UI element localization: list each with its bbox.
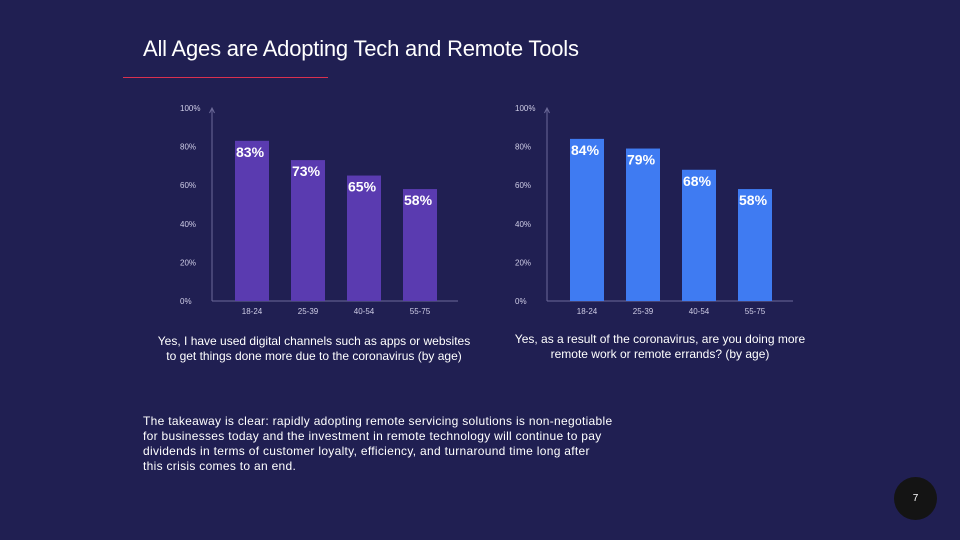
chart-digital-channels-data-label-55-75: 58% [404, 192, 433, 208]
chart-digital-channels-bar-40-54 [347, 175, 381, 301]
chart-digital-channels-category-label-55-75: 55-75 [410, 307, 431, 316]
chart-digital-channels-ytick-label: 60% [180, 181, 196, 190]
chart-remote-work: 0% 20% 40% 60% 80% 100% 84% 18-24 79% 25-39 68% 40-… [505, 98, 805, 318]
chart-remote-work-category-label-25-39: 25-39 [633, 307, 654, 316]
chart-digital-channels-bar-18-24 [235, 140, 269, 301]
chart-remote-work-ytick-label: 80% [515, 143, 531, 152]
slide-title: All Ages are Adopting Tech and Remote To… [143, 36, 579, 61]
chart-digital-channels-bar-25-39 [291, 160, 325, 301]
chart-remote-work-y-axis-arrow [544, 106, 550, 114]
chart-digital-channels-category-label-40-54: 40-54 [354, 307, 375, 316]
chart-digital-channels: 0% 20% 40% 60% 80% 100% 83% 18-24 73% 25-39 65% 40-… [170, 98, 470, 318]
page-number: 7 [912, 493, 919, 504]
chart-digital-channels-ytick-label: 20% [180, 258, 196, 267]
chart-remote-work-data-label-40-54: 68% [683, 173, 712, 189]
chart-remote-work-ytick-label: 60% [515, 181, 531, 190]
chart-remote-work-data-label-18-24: 84% [571, 142, 600, 158]
chart-remote-work-bar-40-54 [682, 169, 716, 301]
chart-digital-channels-ytick-label: 40% [180, 220, 196, 229]
chart-digital-channels-ytick-label: 100% [180, 104, 200, 113]
chart-digital-channels-category-label-25-39: 25-39 [298, 307, 319, 316]
chart-digital-channels-data-label-40-54: 65% [348, 179, 377, 195]
chart-digital-channels-category-label-18-24: 18-24 [242, 307, 263, 316]
chart-digital-channels-svg: 0% 20% 40% 60% 80% 100% 83% 18-24 73% 25-39 65% 40-… [180, 104, 458, 316]
chart-remote-work-category-label-55-75: 55-75 [745, 307, 766, 316]
chart-remote-work-data-label-55-75: 58% [739, 192, 768, 208]
chart-digital-channels-ytick-label: 80% [180, 143, 196, 152]
chart-remote-work-data-label-25-39: 79% [627, 152, 656, 168]
page-number-badge: 7 [894, 477, 937, 520]
title-underline [123, 77, 328, 78]
chart-digital-channels-bar-55-75 [403, 189, 437, 301]
chart-digital-channels-data-label-25-39: 73% [292, 163, 321, 179]
chart-remote-work-svg: 0% 20% 40% 60% 80% 100% 84% 18-24 79% 25-39 68% 40-… [515, 104, 793, 316]
chart-digital-channels-y-axis-arrow [209, 106, 215, 114]
chart-remote-work-ytick-label: 40% [515, 220, 531, 229]
takeaway-text: The takeaway is clear: rapidly adopting … [143, 414, 613, 473]
chart-remote-work-ytick-label: 0% [515, 297, 527, 306]
chart-remote-work-bar-55-75 [738, 189, 772, 301]
chart-remote-work-ytick-label: 20% [515, 258, 531, 267]
chart-remote-work-ytick-label: 100% [515, 104, 535, 113]
chart-remote-work-bar-18-24 [570, 138, 604, 301]
chart-remote-work-category-label-40-54: 40-54 [689, 307, 710, 316]
chart-digital-channels-ytick-label: 0% [180, 297, 192, 306]
chart-digital-channels-caption: Yes, I have used digital channels such a… [157, 334, 471, 363]
chart-remote-work-category-label-18-24: 18-24 [577, 307, 598, 316]
chart-digital-channels-data-label-18-24: 83% [236, 144, 265, 160]
chart-remote-work-bar-25-39 [626, 148, 660, 301]
chart-remote-work-caption: Yes, as a result of the coronavirus, are… [514, 332, 806, 361]
